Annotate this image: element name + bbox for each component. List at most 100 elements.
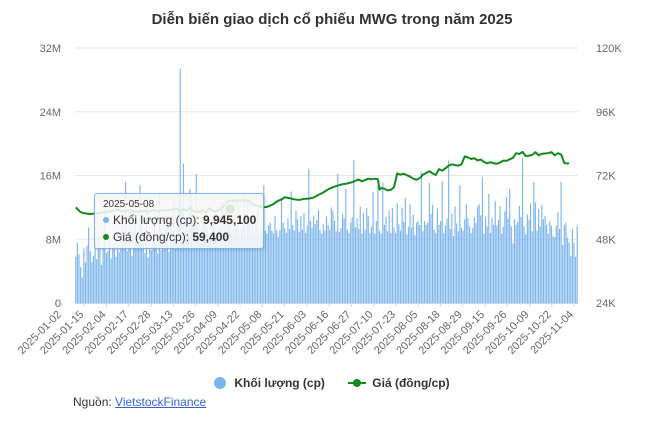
- volume-bar: [268, 224, 270, 303]
- volume-bar: [382, 182, 384, 303]
- volume-bar: [403, 221, 405, 303]
- volume-bar: [115, 256, 117, 303]
- volume-bar: [425, 224, 427, 303]
- volume-bar: [478, 204, 480, 303]
- volume-bar: [118, 252, 120, 303]
- volume-bar: [481, 177, 483, 303]
- volume-bar: [290, 191, 292, 303]
- volume-bar: [231, 232, 233, 304]
- volume-bar: [489, 232, 491, 304]
- volume-bar: [501, 233, 503, 303]
- volume-bar: [452, 236, 455, 303]
- volume-bar: [353, 160, 355, 303]
- volume-bar: [317, 209, 320, 303]
- volume-bar: [100, 264, 103, 303]
- volume-bar: [438, 224, 440, 303]
- volume-bar: [253, 235, 255, 303]
- volume-bar: [303, 212, 305, 303]
- volume-bar: [163, 246, 165, 303]
- volume-bar: [314, 224, 316, 303]
- volume-bar: [354, 227, 357, 303]
- volume-bar: [350, 222, 352, 303]
- volume-bar: [301, 229, 303, 303]
- volume-bar: [386, 231, 389, 303]
- legend-volume-swatch-icon: [214, 377, 227, 389]
- legend-item-price[interactable]: Giá (đồng/cp): [348, 376, 450, 390]
- volume-bar: [335, 231, 337, 303]
- source-link[interactable]: VietstockFinance: [115, 395, 207, 409]
- volume-bar: [300, 216, 302, 303]
- tooltip-volume-dot-icon: [103, 217, 109, 223]
- volume-bar: [485, 216, 487, 303]
- volume-bar: [256, 212, 258, 303]
- volume-bar: [247, 201, 249, 303]
- volume-bar: [422, 231, 424, 303]
- volume-bar: [190, 198, 193, 303]
- volume-bar: [433, 229, 435, 303]
- volume-bar: [198, 234, 201, 303]
- volume-bar: [467, 217, 469, 303]
- volume-bar: [340, 228, 342, 303]
- volume-bar: [573, 242, 575, 303]
- volume-bar: [456, 223, 458, 303]
- volume-bar: [369, 232, 371, 304]
- volume-bar: [565, 222, 567, 303]
- volume-bar: [483, 233, 485, 303]
- volume-bar: [428, 182, 430, 303]
- volume-bar: [332, 210, 334, 303]
- volume-bar: [123, 232, 125, 304]
- volume-bar: [113, 243, 115, 303]
- volume-bar: [274, 216, 276, 303]
- volume-bar: [174, 242, 177, 303]
- volume-bar: [575, 256, 577, 303]
- volume-bar: [252, 215, 254, 303]
- y-left-tick-label: 0: [55, 298, 61, 310]
- volume-bar: [110, 258, 112, 304]
- volume-bar: [538, 208, 540, 303]
- volume-bar: [359, 206, 361, 303]
- volume-bar: [311, 227, 313, 303]
- volume-bar: [104, 208, 106, 303]
- volume-bar: [205, 217, 207, 303]
- volume-bar: [128, 234, 130, 303]
- volume-bar: [153, 214, 156, 303]
- volume-bar: [276, 230, 278, 303]
- volume-bar: [570, 255, 572, 303]
- volume-bar: [203, 224, 205, 303]
- volume-bar: [362, 212, 365, 303]
- volume-bar: [399, 230, 401, 303]
- volume-bar: [258, 236, 260, 303]
- volume-bar: [75, 256, 77, 303]
- legend-item-volume[interactable]: Khối lượng (cp): [214, 376, 325, 390]
- volume-bar: [88, 227, 90, 303]
- volume-bar: [454, 206, 456, 303]
- volume-bar: [239, 236, 241, 303]
- volume-bar: [107, 251, 109, 303]
- y-left-tick-label: 24M: [40, 107, 61, 119]
- volume-bar: [480, 215, 482, 303]
- volume-bar: [356, 218, 358, 303]
- volume-bar: [226, 232, 228, 303]
- volume-bar: [571, 228, 573, 303]
- volume-bar: [285, 232, 287, 304]
- volume-bar: [415, 222, 418, 303]
- volume-bar: [412, 214, 414, 303]
- volume-bar: [76, 242, 78, 303]
- volume-bar: [117, 230, 119, 303]
- volume-bar: [192, 219, 194, 303]
- volume-bar: [494, 201, 496, 303]
- volume-bar: [554, 236, 556, 303]
- y-left-tick-label: 8M: [46, 234, 61, 246]
- volume-bar: [470, 232, 472, 304]
- volume-bar: [533, 181, 535, 304]
- volume-bar: [97, 236, 99, 303]
- volume-bar: [184, 218, 186, 303]
- volume-bar: [558, 228, 561, 303]
- volume-bar: [96, 259, 98, 303]
- volume-bar: [309, 220, 312, 303]
- volume-bar: [208, 242, 210, 303]
- volume-bar: [179, 68, 181, 303]
- volume-bar: [308, 169, 310, 304]
